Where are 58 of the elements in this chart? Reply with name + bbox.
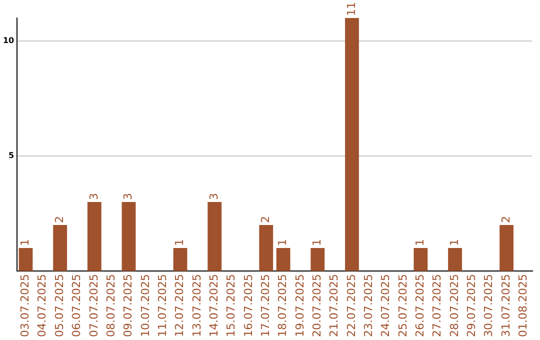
x-tick-label: 11.07.2025 — [156, 274, 169, 338]
bar — [276, 248, 290, 272]
x-tick-label: 24.07.2025 — [379, 274, 392, 338]
x-tick-label: 16.07.2025 — [242, 274, 255, 338]
bar — [87, 202, 102, 272]
bar — [208, 202, 222, 272]
bar — [259, 225, 274, 272]
bar — [414, 248, 428, 272]
data-label: 11 — [344, 2, 358, 16]
x-tick-label: 01.08.2025 — [516, 274, 530, 338]
bar — [310, 248, 325, 272]
x-tick-label: 05.07.2025 — [52, 274, 66, 338]
data-label: 2 — [258, 216, 272, 224]
data-label: 2 — [499, 216, 512, 224]
data-label: 3 — [122, 193, 135, 200]
bar — [448, 248, 462, 272]
x-tick-label: 25.07.2025 — [396, 274, 410, 338]
x-tick-label: 10.07.2025 — [138, 274, 152, 338]
y-tick-label: 5 — [8, 151, 15, 160]
x-tick-label: 14.07.2025 — [207, 274, 220, 338]
x-tick-label: 18.07.2025 — [276, 274, 290, 338]
x-tick-label: 04.07.2025 — [36, 274, 49, 338]
x-tick-label: 15.07.2025 — [224, 274, 238, 338]
data-label: 1 — [310, 239, 324, 246]
bar — [122, 202, 136, 272]
data-label: 3 — [207, 193, 220, 200]
x-tick-label: 07.07.2025 — [87, 274, 100, 338]
x-tick-label: 26.07.2025 — [414, 274, 427, 338]
bar — [345, 18, 359, 272]
x-tick-label: 30.07.2025 — [482, 274, 496, 338]
x-tick-label: 27.07.2025 — [430, 274, 444, 338]
data-label: 2 — [52, 216, 66, 224]
x-tick-label: 21.07.2025 — [328, 274, 341, 338]
x-tick-label: 19.07.2025 — [293, 274, 306, 338]
x-tick-label: 13.07.2025 — [190, 274, 204, 338]
x-tick-label: 20.07.2025 — [310, 274, 324, 338]
x-tick-label: 28.07.2025 — [448, 274, 461, 338]
data-label: 1 — [276, 239, 290, 246]
bar — [53, 225, 68, 272]
x-tick-label: 17.07.2025 — [258, 274, 272, 338]
data-label: 1 — [414, 239, 427, 246]
data-label: 1 — [448, 239, 461, 246]
x-tick-label: 31.07.2025 — [499, 274, 512, 338]
bar — [18, 248, 33, 272]
x-tick-label: 03.07.2025 — [18, 274, 32, 338]
x-tick-label: 09.07.2025 — [122, 274, 135, 338]
x-tick-label: 06.07.2025 — [70, 274, 84, 338]
bar — [500, 225, 514, 272]
bar — [173, 248, 188, 272]
x-tick-label: 08.07.2025 — [104, 274, 118, 338]
x-tick-label: 29.07.2025 — [465, 274, 478, 338]
data-label: 1 — [18, 239, 32, 246]
x-tick-label: 22.07.2025 — [344, 274, 358, 338]
y-tick-label: 10 — [2, 36, 15, 46]
x-tick-label: 12.07.2025 — [173, 274, 186, 338]
data-label: 1 — [173, 239, 186, 246]
data-label: 3 — [87, 193, 100, 200]
x-tick-label: 23.07.2025 — [362, 274, 376, 338]
